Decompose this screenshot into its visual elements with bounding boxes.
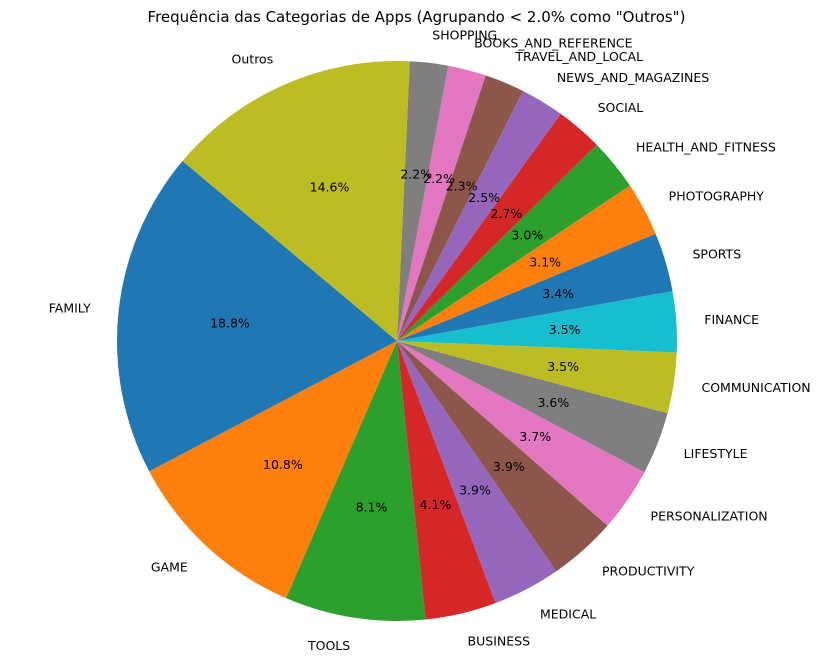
pie-slice-social [397, 113, 597, 341]
category-label-outros: Outros [232, 51, 274, 66]
pie-slice-lifestyle [397, 341, 668, 473]
category-label-tools: TOOLS [307, 638, 350, 653]
pie-slice-news-and-magazines [397, 90, 561, 341]
pie-slice-sports [397, 233, 673, 341]
pie-slice-game [149, 341, 397, 599]
pie-slice-travel-and-local [397, 75, 524, 341]
pct-label-social: 2.7% [491, 206, 523, 221]
category-label-medical: MEDICAL [540, 606, 596, 621]
pct-label-photography: 3.1% [529, 254, 561, 269]
pie-slice-finance [397, 291, 678, 353]
pie-slice-personalization [397, 341, 645, 526]
slices-layer [117, 61, 678, 621]
pie-slice-communication [397, 341, 677, 414]
category-label-books-and-reference: BOOKS_AND_REFERENCE [474, 35, 633, 50]
pct-label-books-and-reference: 2.2% [423, 171, 455, 186]
category-label-shopping: SHOPPING [432, 28, 497, 43]
category-label-productivity: PRODUCTIVITY [602, 563, 695, 578]
pie-slice-health-and-fitness [397, 144, 630, 341]
pct-label-sports: 3.4% [542, 286, 574, 301]
pct-label-finance: 3.5% [549, 322, 581, 337]
category-label-lifestyle: LIFESTYLE [684, 446, 748, 461]
category-label-photography: PHOTOGRAPHY [669, 188, 765, 203]
pie-slice-outros [182, 61, 410, 341]
pct-label-tools: 8.1% [356, 500, 388, 515]
category-label-health-and-fitness: HEALTH_AND_FITNESS [636, 139, 776, 154]
category-label-business: BUSINESS [468, 633, 531, 648]
pct-label-medical: 3.9% [459, 482, 491, 497]
category-label-sports: SPORTS [692, 247, 741, 262]
pct-label-lifestyle: 3.6% [537, 395, 569, 410]
category-label-personalization: PERSONALIZATION [651, 508, 768, 523]
category-label-social: SOCIAL [598, 100, 644, 115]
pct-label-shopping: 2.2% [400, 167, 432, 182]
pct-label-personalization: 3.7% [519, 429, 551, 444]
category-label-news-and-magazines: NEWS_AND_MAGAZINES [557, 70, 709, 85]
pie-slice-productivity [397, 341, 608, 572]
pie-slice-shopping [397, 61, 449, 341]
pie-slice-family [117, 161, 398, 472]
pct-label-outros: 14.6% [310, 180, 350, 195]
category-label-game: GAME [151, 560, 188, 575]
pie-slice-medical [397, 341, 557, 604]
pie-slice-photography [397, 185, 656, 341]
chart-title: Frequência das Categorias de Apps (Agrup… [147, 8, 686, 26]
pie-slice-tools [286, 341, 426, 621]
pct-label-productivity: 3.9% [493, 459, 525, 474]
category-labels-layer: FAMILY GAME TOOLS BUSINESS MEDICAL PRODUCTIVI… [49, 28, 811, 653]
pct-label-communication: 3.5% [547, 359, 579, 374]
category-label-finance: FINANCE [704, 312, 759, 327]
pie-slice-books-and-reference [397, 65, 486, 342]
pct-label-business: 4.1% [420, 497, 452, 512]
pct-label-game: 10.8% [263, 457, 303, 472]
pie-slice-business [397, 341, 496, 620]
pct-label-travel-and-local: 2.3% [446, 178, 478, 193]
pct-label-family: 18.8% [210, 316, 250, 331]
pct-label-health-and-fitness: 3.0% [511, 228, 543, 243]
category-label-travel-and-local: TRAVEL_AND_LOCAL [514, 49, 643, 64]
category-label-family: FAMILY [49, 301, 91, 316]
pct-label-news-and-magazines: 2.5% [468, 190, 500, 205]
category-label-communication: COMMUNICATION [701, 380, 810, 395]
percent-labels-layer: 18.8% 10.8% 8.1% 4.1% 3.9%3.9% 3.7% 3.6% 3.5% 3.… [210, 167, 580, 515]
